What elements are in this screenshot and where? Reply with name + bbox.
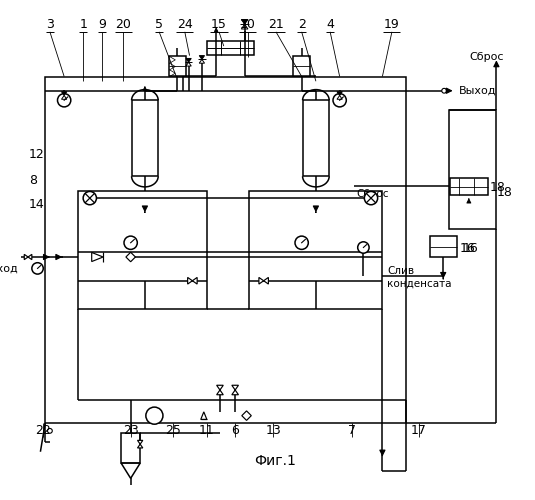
Text: 15: 15 [211,18,227,31]
Bar [207,42,254,54]
Text: 16: 16 [462,242,478,255]
Text: 13: 13 [265,424,281,438]
Circle shape [32,262,43,274]
Circle shape [295,236,308,250]
Polygon shape [121,463,140,478]
Text: 20: 20 [115,18,131,31]
Bar [45,76,406,423]
Polygon shape [24,254,28,260]
Text: 2: 2 [297,18,305,31]
Circle shape [364,192,378,204]
Bar [132,100,158,176]
Text: 8: 8 [29,174,37,188]
Polygon shape [28,254,32,260]
Bar [249,190,383,309]
Text: 12: 12 [29,148,45,161]
Polygon shape [264,278,269,284]
Circle shape [83,192,96,204]
Text: Слив
конденсата: Слив конденсата [387,266,452,289]
Polygon shape [199,56,204,60]
Circle shape [146,407,163,424]
Polygon shape [232,390,239,395]
Text: 18: 18 [490,181,506,194]
Text: 10: 10 [240,18,255,31]
Text: 25: 25 [165,424,181,438]
Polygon shape [137,444,143,448]
Text: 7: 7 [348,424,356,438]
Circle shape [124,236,137,250]
Text: 4: 4 [326,18,334,31]
Text: 5: 5 [155,18,163,31]
Circle shape [48,428,52,433]
Circle shape [57,94,71,107]
Bar [450,178,488,195]
Text: 24: 24 [177,18,193,31]
Text: Вход: Вход [0,264,19,274]
Bar [169,56,186,76]
Text: 21: 21 [268,18,284,31]
Bar [293,56,310,76]
Polygon shape [188,278,193,284]
Circle shape [358,242,369,253]
Bar [303,100,329,176]
Text: 1: 1 [79,18,87,31]
Circle shape [442,88,447,93]
Polygon shape [259,278,264,284]
Polygon shape [137,440,143,444]
Bar [449,110,496,228]
Text: 16: 16 [460,242,475,255]
Polygon shape [337,92,342,96]
Text: 22: 22 [35,424,51,438]
Polygon shape [186,58,191,62]
Text: 3: 3 [46,18,54,31]
Circle shape [333,94,346,107]
Polygon shape [217,390,223,395]
Bar [121,432,140,463]
Text: Сброс: Сброс [470,52,505,62]
Text: Фиг.1: Фиг.1 [254,454,296,468]
Text: 23: 23 [123,424,139,438]
Text: 18: 18 [496,186,513,199]
Polygon shape [193,278,197,284]
Text: 17: 17 [410,424,426,438]
Text: 11: 11 [199,424,215,438]
Text: 19: 19 [384,18,400,31]
Polygon shape [241,20,248,24]
Polygon shape [232,385,239,390]
Text: Сброс: Сброс [357,188,389,198]
Bar [79,190,207,309]
Text: Выход: Выход [458,86,496,96]
Bar [430,236,456,257]
Polygon shape [217,385,223,390]
Text: 14: 14 [29,198,45,211]
Polygon shape [62,92,67,96]
Text: 9: 9 [98,18,106,31]
Text: 6: 6 [231,424,239,438]
